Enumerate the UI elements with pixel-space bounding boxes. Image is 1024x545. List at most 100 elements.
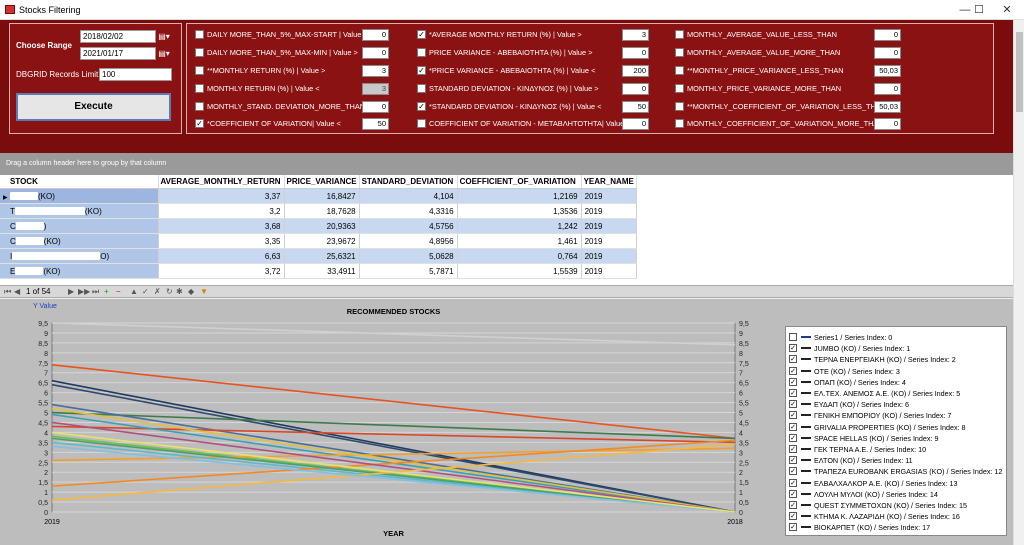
minimize-button[interactable]: — — [959, 4, 971, 16]
column-header[interactable]: STOCK — [0, 175, 159, 189]
table-cell[interactable]: 1,461 — [457, 233, 582, 249]
table-cell[interactable]: 1,242 — [457, 218, 582, 234]
first-page-button[interactable]: ⏮ — [4, 287, 12, 296]
table-cell[interactable]: 4,8956 — [359, 233, 458, 249]
table-cell[interactable]: 1,3536 — [457, 203, 582, 219]
cancel-record-button[interactable]: ✗ — [154, 287, 161, 296]
stock-cell[interactable]: T (KO) — [0, 203, 159, 219]
filter-value-input[interactable]: 200 — [622, 65, 649, 77]
table-cell[interactable]: 18,7628 — [284, 203, 360, 219]
filter-checkbox[interactable] — [195, 102, 204, 111]
legend-checkbox[interactable]: ✓ — [789, 478, 797, 487]
table-cell[interactable]: 1,2169 — [457, 188, 582, 204]
table-cell[interactable]: 4,5756 — [359, 218, 458, 234]
filter-checkbox[interactable] — [675, 30, 684, 39]
filter-checkbox[interactable] — [675, 102, 684, 111]
table-cell[interactable]: 1,5539 — [457, 263, 582, 279]
legend-checkbox[interactable]: ✓ — [789, 400, 797, 409]
table-row[interactable]: ▶ (KO) 3,37 16,8427 4,104 1,2169 2019 — [0, 188, 637, 204]
records-limit-input[interactable]: 100 — [99, 68, 172, 81]
goto-bookmark-icon[interactable]: ◆ — [188, 287, 195, 296]
stock-cell[interactable]: I O) — [0, 248, 159, 264]
edit-record-button[interactable]: ▲ — [130, 287, 138, 296]
filter-checkbox[interactable]: ✓ — [417, 102, 426, 111]
filter-value-input[interactable]: 0 — [874, 29, 901, 41]
legend-checkbox[interactable]: ✓ — [789, 422, 797, 431]
stock-cell[interactable]: C) — [0, 218, 159, 234]
stock-cell[interactable]: ▶ (KO) — [0, 188, 159, 204]
filter-value-input[interactable]: 0 — [874, 83, 901, 95]
table-cell[interactable]: 3,2 — [158, 203, 285, 219]
table-cell[interactable]: 25,6321 — [284, 248, 360, 264]
filter-checkbox[interactable] — [195, 48, 204, 57]
table-cell[interactable]: 4,104 — [359, 188, 458, 204]
legend-checkbox[interactable]: ✓ — [789, 366, 797, 375]
table-cell[interactable]: 2019 — [581, 263, 637, 279]
last-page-button[interactable]: ⏭ — [92, 287, 100, 296]
post-record-button[interactable]: ✓ — [142, 287, 149, 296]
legend-checkbox[interactable]: ✓ — [789, 512, 797, 521]
filter-checkbox[interactable]: ✓ — [417, 30, 426, 39]
filter-value-input[interactable]: 0 — [874, 118, 901, 130]
legend-checkbox[interactable]: ✓ — [789, 445, 797, 453]
table-row[interactable]: E (KO) 3,72 33,4911 5,7871 1,5539 2019 — [0, 263, 637, 279]
filter-value-input[interactable]: 0 — [622, 47, 649, 59]
calendar-to-icon[interactable]: ▤▾ — [158, 49, 170, 58]
table-row[interactable]: T (KO) 3,2 18,7628 4,3316 1,3536 2019 — [0, 203, 637, 219]
filter-value-input[interactable]: 50,03 — [874, 101, 901, 113]
filter-checkbox[interactable] — [417, 84, 426, 93]
next-record-button[interactable]: ▶ — [68, 287, 75, 296]
filter-checkbox[interactable]: ✓ — [195, 119, 204, 128]
delete-record-button[interactable]: − — [116, 287, 121, 296]
legend-checkbox[interactable]: ✓ — [789, 501, 797, 509]
table-cell[interactable]: 33,4911 — [284, 263, 360, 279]
legend-checkbox[interactable]: ✓ — [789, 523, 797, 532]
filter-checkbox[interactable] — [417, 48, 426, 57]
vertical-scrollbar[interactable] — [1013, 20, 1024, 545]
filter-checkbox[interactable] — [675, 66, 684, 75]
filter-value-input[interactable]: 3 — [622, 29, 649, 41]
table-row[interactable]: C) 3,68 20,9363 4,5756 1,242 2019 — [0, 218, 637, 234]
filter-value-input[interactable]: 0 — [362, 101, 389, 113]
filter-checkbox[interactable] — [195, 30, 204, 39]
table-cell[interactable]: 2019 — [581, 188, 637, 204]
legend-checkbox[interactable]: ✓ — [789, 389, 797, 397]
filter-value-input[interactable]: 50,03 — [874, 65, 901, 77]
column-header[interactable]: PRICE_VARIANCE — [284, 175, 360, 189]
date-to-input[interactable]: 2021/01/17 — [80, 47, 156, 60]
stock-cell[interactable]: C (KO) — [0, 233, 159, 249]
filter-value-input[interactable]: 0 — [622, 118, 649, 130]
bookmark-icon[interactable]: ✱ — [176, 287, 183, 296]
next-page-button[interactable]: ▶▶ — [78, 287, 91, 296]
group-by-bar[interactable]: Drag a column header here to group by th… — [0, 153, 1013, 175]
legend-checkbox[interactable] — [789, 333, 797, 341]
filter-checkbox[interactable] — [195, 66, 204, 75]
column-header[interactable]: AVERAGE_MONTHLY_RETURN — [158, 175, 285, 189]
maximize-button[interactable]: ☐ — [974, 4, 984, 16]
table-row[interactable]: I O) 6,63 25,6321 5,0628 0,764 2019 — [0, 248, 637, 264]
filter-checkbox[interactable] — [675, 119, 684, 128]
prev-page-button[interactable]: ◀ — [14, 287, 21, 296]
legend-checkbox[interactable]: ✓ — [789, 377, 797, 386]
legend-checkbox[interactable]: ✓ — [789, 355, 797, 364]
add-record-button[interactable]: + — [104, 287, 109, 296]
table-cell[interactable]: 20,9363 — [284, 218, 360, 234]
table-cell[interactable]: 3,35 — [158, 233, 285, 249]
filter-value-input[interactable]: 0 — [874, 47, 901, 59]
table-cell[interactable]: 2019 — [581, 248, 637, 264]
column-header[interactable]: COEFFICIENT_OF_VARIATION — [457, 175, 582, 189]
table-cell[interactable]: 3,37 — [158, 188, 285, 204]
filter-value-input[interactable]: 3 — [362, 83, 389, 95]
legend-checkbox[interactable]: ✓ — [789, 467, 797, 476]
legend-checkbox[interactable]: ✓ — [789, 344, 797, 353]
table-cell[interactable]: 0,764 — [457, 248, 582, 264]
filter-checkbox[interactable] — [195, 84, 204, 93]
legend-checkbox[interactable]: ✓ — [789, 411, 797, 420]
legend-checkbox[interactable]: ✓ — [789, 489, 797, 498]
filter-value-input[interactable]: 0 — [622, 83, 649, 95]
table-cell[interactable]: 3,72 — [158, 263, 285, 279]
column-header[interactable]: STANDARD_DEVIATION — [359, 175, 458, 189]
table-cell[interactable]: 4,3316 — [359, 203, 458, 219]
filter-icon[interactable]: ▼ — [200, 287, 208, 296]
filter-checkbox[interactable] — [675, 84, 684, 93]
